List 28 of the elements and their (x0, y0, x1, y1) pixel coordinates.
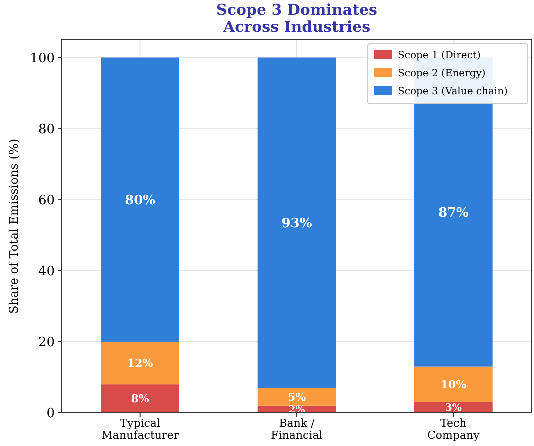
data-label: 87% (438, 206, 470, 221)
data-label: 93% (282, 216, 313, 232)
y-axis-title: Share of Total Emissions (%) (7, 139, 21, 314)
x-tick-label: Bank / Financial (271, 417, 324, 442)
bar (101, 342, 180, 385)
data-label: 10% (440, 378, 468, 392)
data-label: 12% (127, 357, 154, 370)
data-label: 5% (288, 390, 307, 404)
bar (101, 384, 180, 413)
data-label: 3% (445, 403, 462, 414)
y-tick-label: 60 (38, 193, 55, 208)
legend-label: Scope 3 (Value chain) (398, 86, 508, 98)
bar (414, 366, 493, 402)
chart-title: Scope 3 Dominates Across Industries (216, 1, 378, 36)
data-label: 80% (125, 193, 156, 208)
legend-label: Scope 1 (Direct) (398, 50, 481, 62)
y-tick-label: 0 (46, 406, 55, 422)
bar (258, 388, 336, 406)
x-tick-label: Typical Manufacturer (102, 417, 180, 442)
y-tick-label: 80 (38, 122, 55, 138)
legend-label: Scope 2 (Energy) (398, 68, 486, 80)
bar (258, 58, 336, 388)
x-tick-label: Tech Company (427, 417, 481, 442)
data-label: 8% (131, 392, 150, 406)
y-tick-label: 40 (38, 264, 55, 280)
bar (101, 58, 180, 342)
y-tick-label: 20 (38, 336, 55, 350)
y-tick-label: 100 (30, 51, 55, 66)
